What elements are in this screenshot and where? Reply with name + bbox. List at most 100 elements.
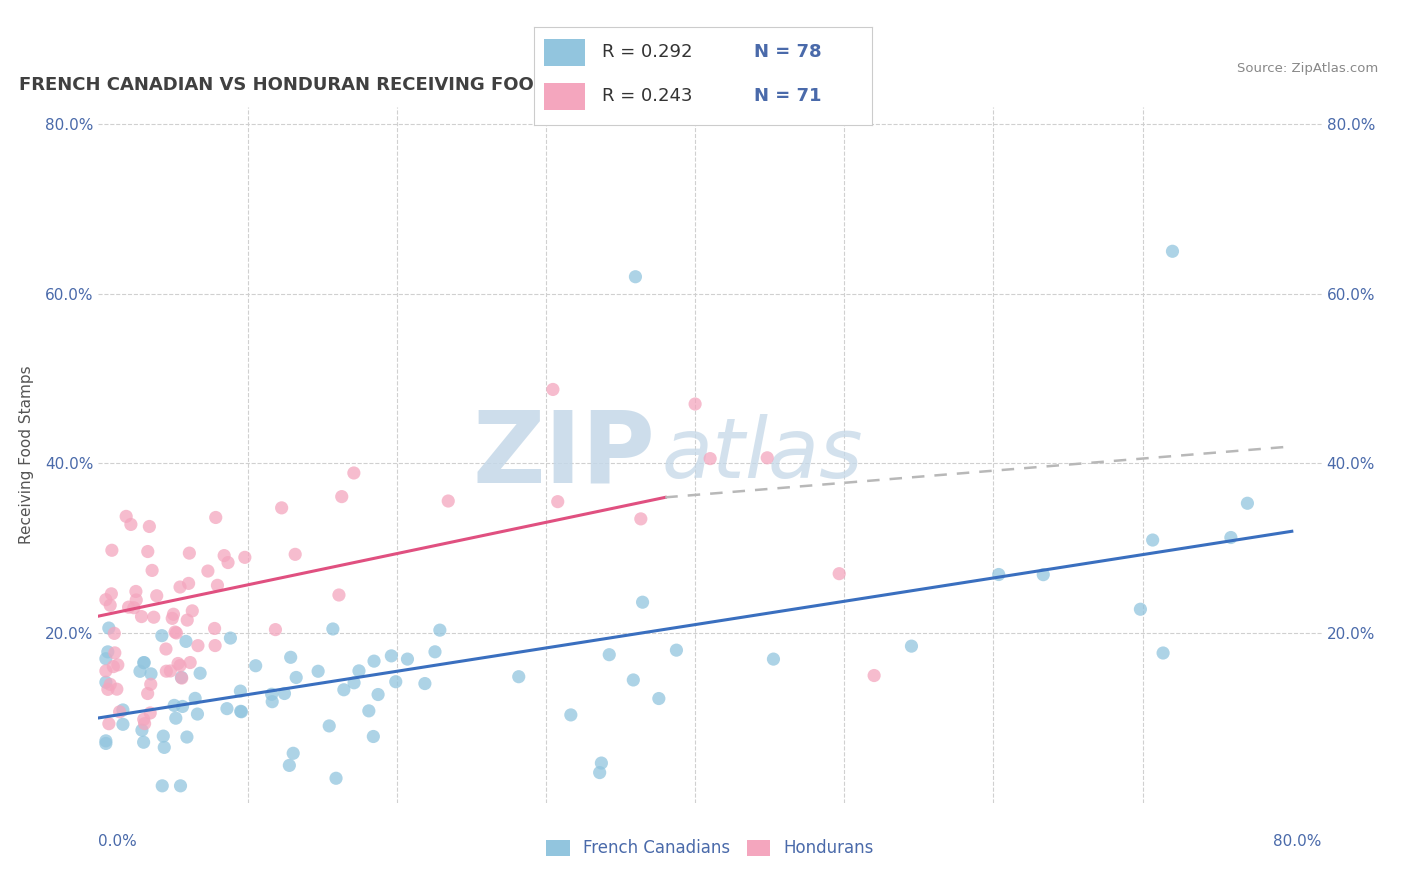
Point xyxy=(139,677,162,691)
Point xyxy=(142,610,165,624)
Point xyxy=(630,512,652,526)
Point xyxy=(132,735,155,749)
Point xyxy=(125,593,148,607)
Point xyxy=(333,682,356,697)
Point xyxy=(318,719,340,733)
Point xyxy=(1032,567,1054,582)
Point xyxy=(589,765,612,780)
Point xyxy=(98,677,121,691)
Point xyxy=(307,665,329,679)
Point xyxy=(97,716,120,731)
Point xyxy=(153,740,176,755)
Point xyxy=(756,450,779,465)
Point xyxy=(97,645,120,659)
Point xyxy=(229,704,252,718)
Text: FRENCH CANADIAN VS HONDURAN RECEIVING FOOD STAMPS CORRELATION CHART: FRENCH CANADIAN VS HONDURAN RECEIVING FO… xyxy=(18,77,858,95)
Point xyxy=(115,509,138,524)
Point xyxy=(167,657,190,671)
Point xyxy=(134,716,156,731)
Point xyxy=(1142,533,1164,547)
Point xyxy=(176,730,198,744)
Point xyxy=(103,659,125,673)
Point xyxy=(155,642,177,657)
Point xyxy=(94,734,117,748)
Point xyxy=(508,670,530,684)
Point xyxy=(108,705,131,719)
Point xyxy=(987,567,1010,582)
Point xyxy=(547,494,569,508)
Point xyxy=(380,648,402,663)
Point xyxy=(131,609,153,624)
Text: ZIP: ZIP xyxy=(472,407,655,503)
Point xyxy=(145,589,167,603)
Point xyxy=(621,673,644,687)
Point xyxy=(285,670,308,684)
Point xyxy=(207,578,229,592)
Point xyxy=(170,670,193,684)
Point xyxy=(172,699,194,714)
Point xyxy=(174,634,197,648)
Text: R = 0.243: R = 0.243 xyxy=(602,87,692,105)
Point xyxy=(150,779,173,793)
Point xyxy=(94,592,117,607)
Point xyxy=(120,517,142,532)
Point xyxy=(1219,531,1241,545)
Point xyxy=(665,643,688,657)
Point xyxy=(363,654,385,668)
Point xyxy=(165,625,187,640)
Point xyxy=(367,688,389,702)
Point xyxy=(94,736,117,750)
Point xyxy=(330,490,353,504)
Point xyxy=(100,587,122,601)
Point xyxy=(343,675,366,690)
Point xyxy=(1129,602,1152,616)
Point xyxy=(105,682,128,697)
Point xyxy=(98,599,121,613)
Point xyxy=(343,466,366,480)
Point xyxy=(94,651,117,665)
Point xyxy=(631,595,654,609)
Point xyxy=(177,576,200,591)
Point xyxy=(270,500,292,515)
Point xyxy=(598,648,620,662)
Text: R = 0.292: R = 0.292 xyxy=(602,44,692,62)
Legend: French Canadians, Hondurans: French Canadians, Hondurans xyxy=(540,833,880,864)
Point xyxy=(132,656,155,670)
Point xyxy=(384,674,406,689)
Point xyxy=(111,717,134,731)
Point xyxy=(363,730,385,744)
Point xyxy=(204,510,226,524)
Text: Source: ZipAtlas.com: Source: ZipAtlas.com xyxy=(1237,62,1378,76)
Point xyxy=(273,686,295,700)
Point xyxy=(165,626,187,640)
Point xyxy=(150,629,173,643)
Point xyxy=(423,645,446,659)
Point xyxy=(162,611,184,625)
Point xyxy=(94,675,117,690)
Point xyxy=(97,621,120,635)
Bar xyxy=(544,38,585,66)
Point xyxy=(396,652,419,666)
Point xyxy=(437,494,460,508)
Point xyxy=(165,711,187,725)
Point xyxy=(170,671,193,685)
Point xyxy=(204,639,226,653)
Point xyxy=(215,701,238,715)
Point xyxy=(260,687,283,701)
Point xyxy=(103,626,125,640)
Point xyxy=(1161,244,1184,259)
Point xyxy=(197,564,219,578)
Point xyxy=(325,771,347,785)
Point xyxy=(179,546,201,560)
Point xyxy=(1152,646,1174,660)
Text: 80.0%: 80.0% xyxy=(1274,834,1322,849)
Point xyxy=(264,623,287,637)
Point xyxy=(322,622,344,636)
Point xyxy=(278,758,301,772)
Bar xyxy=(544,83,585,111)
Point xyxy=(280,650,302,665)
Point xyxy=(125,584,148,599)
Point xyxy=(136,544,159,558)
Point xyxy=(134,656,156,670)
Point xyxy=(141,563,163,577)
